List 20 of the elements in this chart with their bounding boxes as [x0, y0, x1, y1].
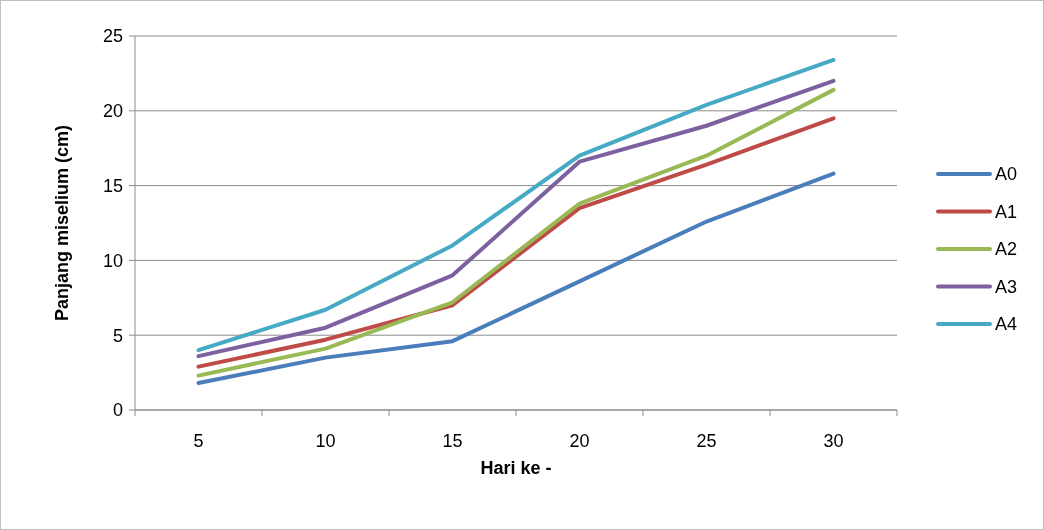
legend-label: A2 [995, 239, 1018, 260]
y-axis-title: Panjang miselium (cm) [52, 124, 72, 322]
x-tick-label: 25 [696, 431, 717, 451]
y-tick-label: 15 [102, 175, 123, 196]
legend-label: A0 [995, 164, 1018, 185]
x-axis-title: Hari ke - [480, 458, 552, 478]
y-tick-label: 5 [112, 325, 123, 346]
x-tick-label: 30 [823, 431, 844, 451]
line-series [196, 171, 836, 386]
x-tick-label: 5 [193, 431, 204, 451]
y-tick-label: 25 [102, 26, 123, 47]
legend-label: A1 [995, 201, 1018, 222]
x-tick-label: 20 [569, 431, 590, 451]
y-tick-label: 20 [102, 101, 123, 122]
y-tick-label: 10 [102, 250, 123, 271]
y-tick-label: 0 [112, 400, 123, 421]
x-tick-label: 15 [442, 431, 463, 451]
x-tick-label: 10 [315, 431, 336, 451]
legend-label: A3 [995, 276, 1018, 297]
legend-label: A4 [995, 314, 1018, 335]
